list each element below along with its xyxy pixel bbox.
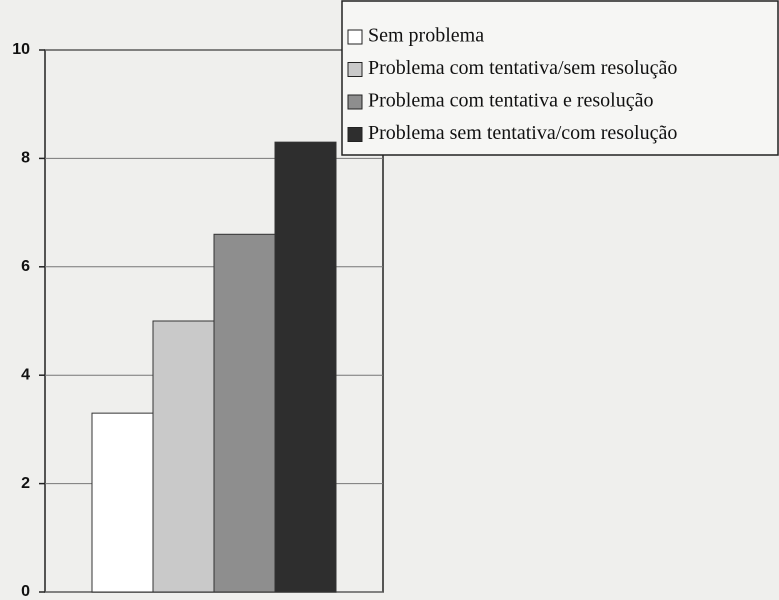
legend-label: Sem problema — [368, 25, 484, 47]
y-tick-label: 8 — [21, 150, 30, 167]
y-tick-label: 2 — [21, 475, 30, 492]
legend-swatch — [347, 29, 363, 45]
legend-label: Problema com tentativa e resolução — [368, 90, 653, 112]
legend-label: Problema com tentativa/sem resolução — [368, 57, 677, 79]
y-tick-label: 0 — [21, 583, 30, 600]
y-tick-label: 4 — [21, 366, 30, 383]
y-tick-label: 10 — [12, 41, 30, 58]
legend-swatch — [347, 127, 363, 142]
legend-swatch — [347, 94, 363, 110]
y-tick-label: 6 — [21, 258, 30, 275]
bar — [213, 233, 276, 593]
bar — [91, 412, 154, 593]
bar — [152, 320, 215, 593]
legend-swatch — [347, 62, 363, 77]
bar — [274, 141, 337, 593]
legend-box — [341, 0, 779, 156]
legend-label: Problema sem tentativa/com resolução — [368, 122, 677, 144]
